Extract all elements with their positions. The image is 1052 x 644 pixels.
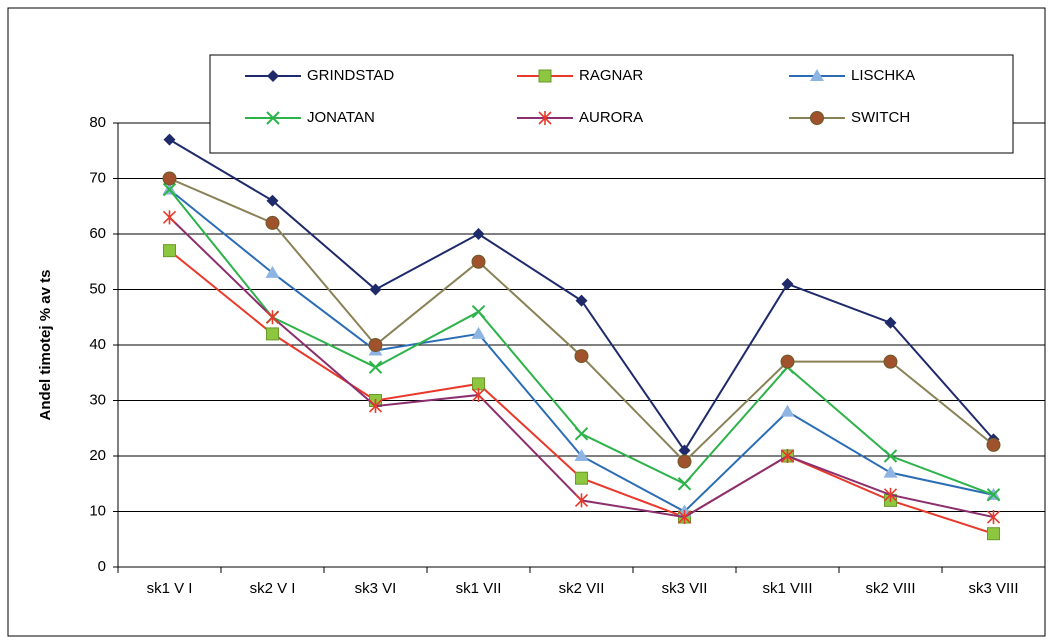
marker — [266, 111, 280, 125]
marker — [265, 310, 280, 325]
legend-label: GRINDSTAD — [307, 67, 394, 84]
marker — [265, 215, 280, 230]
marker — [780, 449, 795, 463]
marker — [472, 228, 485, 240]
marker — [369, 283, 382, 296]
marker — [538, 69, 552, 83]
marker — [163, 244, 176, 258]
marker — [162, 182, 177, 197]
marker — [266, 327, 279, 341]
x-tick-label: sk2 VIII — [865, 580, 915, 597]
marker — [781, 277, 794, 290]
marker — [471, 304, 486, 319]
x-tick-label: sk2 V I — [250, 580, 296, 597]
marker — [575, 294, 588, 307]
marker — [471, 326, 486, 339]
legend — [209, 54, 1014, 154]
legend-label: RAGNAR — [579, 67, 643, 84]
marker — [471, 387, 486, 402]
marker — [987, 527, 1000, 541]
marker — [986, 510, 1001, 525]
marker — [780, 404, 795, 417]
x-tick-label: sk2 VII — [559, 580, 605, 597]
x-tick-label: sk3 VI — [355, 580, 397, 597]
marker — [986, 488, 1001, 502]
x-tick-label: sk3 VII — [662, 580, 708, 597]
marker — [780, 354, 795, 369]
marker — [471, 254, 486, 269]
marker — [575, 471, 588, 485]
marker — [884, 316, 897, 329]
legend-label: LISCHKA — [851, 67, 915, 84]
marker — [265, 265, 280, 278]
y-tick-label: 50 — [89, 280, 106, 297]
marker — [574, 427, 589, 441]
marker — [163, 133, 176, 146]
x-tick-label: sk1 V I — [147, 580, 193, 597]
y-tick-label: 0 — [98, 558, 106, 575]
marker — [574, 449, 589, 461]
marker — [267, 70, 279, 82]
marker — [883, 354, 898, 369]
marker — [574, 493, 589, 508]
marker — [538, 111, 552, 125]
marker — [574, 349, 589, 364]
y-tick-label: 40 — [89, 336, 106, 353]
y-tick-label: 10 — [89, 502, 106, 519]
x-tick-label: sk3 VIII — [968, 580, 1018, 597]
marker — [677, 477, 692, 491]
marker — [883, 487, 898, 502]
y-tick-label: 30 — [89, 391, 106, 408]
marker — [677, 510, 692, 525]
marker — [883, 449, 898, 463]
y-tick-label: 20 — [89, 447, 106, 464]
marker — [368, 338, 383, 352]
marker — [368, 360, 383, 374]
marker — [266, 194, 279, 207]
marker — [678, 444, 691, 457]
y-tick-label: 80 — [89, 114, 106, 131]
marker — [810, 69, 824, 81]
y-axis-label: Andel timotej % av ts — [37, 270, 54, 421]
legend-label: AURORA — [579, 109, 643, 126]
marker — [368, 399, 383, 414]
legend-label: JONATAN — [307, 109, 375, 126]
x-tick-label: sk1 VII — [456, 580, 502, 597]
y-tick-label: 60 — [89, 225, 106, 242]
marker — [162, 171, 177, 186]
y-tick-label: 70 — [89, 169, 106, 186]
x-tick-label: sk1 VIII — [762, 580, 812, 597]
marker — [883, 465, 898, 478]
marker — [810, 111, 824, 125]
marker — [677, 454, 692, 469]
marker — [162, 210, 177, 225]
legend-label: SWITCH — [851, 109, 910, 126]
marker — [986, 437, 1001, 452]
